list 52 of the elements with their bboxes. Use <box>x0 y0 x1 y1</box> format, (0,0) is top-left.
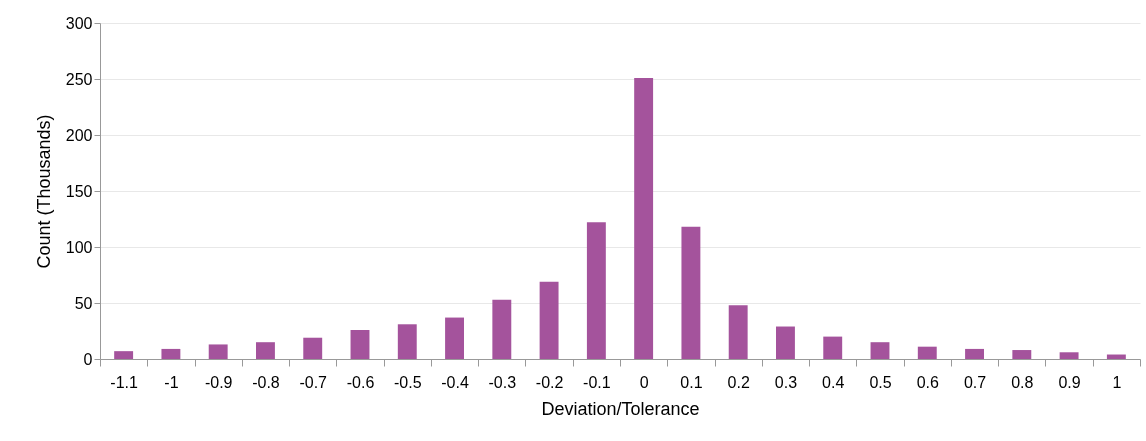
x-tick-label: -0.9 <box>204 373 233 391</box>
x-tick-label: -0.6 <box>346 373 375 391</box>
x-tick-label: 0.5 <box>869 373 892 391</box>
x-tick-label: 0.1 <box>680 373 703 391</box>
bar <box>1012 350 1032 359</box>
x-tick-label: 0 <box>639 373 649 391</box>
y-axis-title: Count (Thousands) <box>33 114 54 269</box>
bar <box>965 348 984 359</box>
bar <box>161 348 181 359</box>
x-tick-label: 0.3 <box>774 373 798 391</box>
x-tick-label: 0.9 <box>1058 373 1081 391</box>
bar <box>1059 352 1079 359</box>
bar <box>681 226 701 359</box>
bar <box>539 281 559 359</box>
x-tick-label: 0.4 <box>822 373 845 391</box>
x-tick-label: -1 <box>164 373 179 391</box>
x-tick-label: -0.1 <box>583 373 611 391</box>
x-tick-label: -0.4 <box>441 373 469 391</box>
bar <box>492 299 512 359</box>
bar <box>776 326 795 359</box>
x-tick-label: 0.2 <box>727 373 750 391</box>
y-tick-label: 300 <box>65 14 93 32</box>
y-tick-label: 0 <box>83 350 93 368</box>
x-tick-label: -0.8 <box>252 373 280 391</box>
x-tick-label: 0.8 <box>1011 373 1034 391</box>
bar <box>350 329 370 359</box>
bar <box>870 342 890 359</box>
bar <box>634 77 654 359</box>
x-tick-label: -0.7 <box>299 373 328 391</box>
x-axis-title: Deviation/Tolerance <box>541 398 700 419</box>
x-tick-label: 0.7 <box>963 373 987 391</box>
bar <box>728 305 748 359</box>
bar <box>823 336 843 359</box>
x-tick-label: -1.1 <box>110 373 139 391</box>
y-tick-label: 250 <box>65 70 93 88</box>
bar <box>303 337 323 359</box>
bar <box>397 324 417 359</box>
bar <box>256 342 275 359</box>
y-tick-label: 150 <box>65 182 93 200</box>
x-tick-label: -0.5 <box>393 373 422 391</box>
bar <box>586 222 606 359</box>
y-tick-label: 100 <box>65 238 93 256</box>
bar <box>114 351 134 359</box>
x-tick-label: 1 <box>1112 373 1122 391</box>
bar <box>208 344 228 359</box>
bar <box>445 317 464 359</box>
x-tick-label: 0.6 <box>916 373 939 391</box>
bar <box>917 346 937 359</box>
x-tick-label: -0.3 <box>488 373 517 391</box>
y-tick-label: 50 <box>74 294 93 312</box>
x-tick-label: -0.2 <box>535 373 564 391</box>
y-tick-label: 200 <box>65 126 93 144</box>
